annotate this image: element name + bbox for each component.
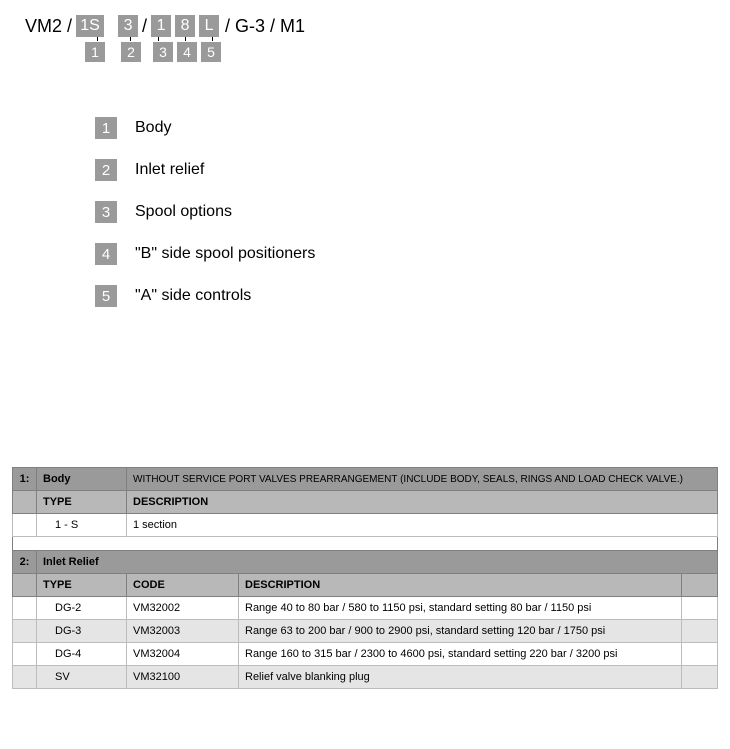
t2-r2-desc: Range 160 to 315 bar / 2300 to 4600 psi,… bbox=[239, 643, 682, 666]
t2-col-code: CODE bbox=[127, 574, 239, 597]
t2-r3-code: VM32100 bbox=[127, 666, 239, 689]
t2-r0-code: VM32002 bbox=[127, 597, 239, 620]
code-seg-4: 8 bbox=[175, 15, 195, 37]
legend-num: 3 bbox=[95, 201, 117, 223]
t2-r0-type: DG-2 bbox=[37, 597, 127, 620]
t1-col-type: TYPE bbox=[37, 491, 127, 514]
legend-label: Inlet relief bbox=[135, 161, 204, 179]
ref-2: 2 bbox=[121, 42, 141, 62]
ref-5: 5 bbox=[201, 42, 221, 62]
blank-cell bbox=[682, 643, 718, 666]
ref-1: 1 bbox=[85, 42, 105, 62]
blank-cell bbox=[682, 597, 718, 620]
ref-3: 3 bbox=[153, 42, 173, 62]
t1-title: Body bbox=[37, 468, 127, 491]
code-seg-5: L bbox=[199, 15, 219, 37]
blank-cell bbox=[682, 620, 718, 643]
legend-label: "A" side controls bbox=[135, 287, 251, 305]
code-suffix: / G-3 / M1 bbox=[225, 16, 305, 37]
blank-cell bbox=[682, 574, 718, 597]
legend-num: 2 bbox=[95, 159, 117, 181]
t1-col-desc: DESCRIPTION bbox=[127, 491, 718, 514]
blank-cell bbox=[13, 666, 37, 689]
reference-numbers: 1 2 3 4 5 bbox=[25, 42, 705, 62]
legend-label: Body bbox=[135, 119, 171, 137]
t2-r3-type: SV bbox=[37, 666, 127, 689]
connector-ticks bbox=[25, 37, 705, 41]
blank-cell bbox=[13, 574, 37, 597]
t2-r0-desc: Range 40 to 80 bar / 580 to 1150 psi, st… bbox=[239, 597, 682, 620]
t1-r0-desc: 1 section bbox=[127, 514, 718, 537]
separator-row bbox=[13, 537, 718, 551]
legend-item: 1 Body bbox=[95, 117, 705, 139]
t1-num: 1: bbox=[13, 468, 37, 491]
spec-table: 1: Body WITHOUT SERVICE PORT VALVES PREA… bbox=[12, 467, 718, 689]
t2-col-type: TYPE bbox=[37, 574, 127, 597]
blank-cell bbox=[13, 620, 37, 643]
code-seg-3: 1 bbox=[151, 15, 171, 37]
legend-num: 4 bbox=[95, 243, 117, 265]
t2-r2-type: DG-4 bbox=[37, 643, 127, 666]
t2-r2-code: VM32004 bbox=[127, 643, 239, 666]
blank-cell bbox=[13, 491, 37, 514]
t2-col-desc: DESCRIPTION bbox=[239, 574, 682, 597]
slash-a: / bbox=[142, 16, 147, 37]
legend-item: 3 Spool options bbox=[95, 201, 705, 223]
legend-num: 1 bbox=[95, 117, 117, 139]
code-seg-1: 1S bbox=[76, 15, 104, 37]
blank-cell bbox=[13, 643, 37, 666]
legend-label: "B" side spool positioners bbox=[135, 245, 315, 263]
t2-r1-type: DG-3 bbox=[37, 620, 127, 643]
t2-r1-desc: Range 63 to 200 bar / 900 to 2900 psi, s… bbox=[239, 620, 682, 643]
code-prefix: VM2 / bbox=[25, 16, 72, 37]
legend-label: Spool options bbox=[135, 203, 232, 221]
legend-num: 5 bbox=[95, 285, 117, 307]
legend-item: 2 Inlet relief bbox=[95, 159, 705, 181]
blank-cell bbox=[13, 597, 37, 620]
t2-r3-desc: Relief valve blanking plug bbox=[239, 666, 682, 689]
legend-item: 5 "A" side controls bbox=[95, 285, 705, 307]
ref-4: 4 bbox=[177, 42, 197, 62]
blank-cell bbox=[682, 666, 718, 689]
code-seg-2: 3 bbox=[118, 15, 138, 37]
part-code-line: VM2 / 1S 3 / 1 8 L / G-3 / M1 bbox=[25, 15, 705, 37]
legend-list: 1 Body 2 Inlet relief 3 Spool options 4 … bbox=[95, 117, 705, 307]
t2-title: Inlet Relief bbox=[37, 551, 718, 574]
blank-cell bbox=[13, 514, 37, 537]
t1-r0-type: 1 - S bbox=[37, 514, 127, 537]
t1-note: WITHOUT SERVICE PORT VALVES PREARRANGEME… bbox=[127, 468, 718, 491]
legend-item: 4 "B" side spool positioners bbox=[95, 243, 705, 265]
t2-r1-code: VM32003 bbox=[127, 620, 239, 643]
t2-num: 2: bbox=[13, 551, 37, 574]
